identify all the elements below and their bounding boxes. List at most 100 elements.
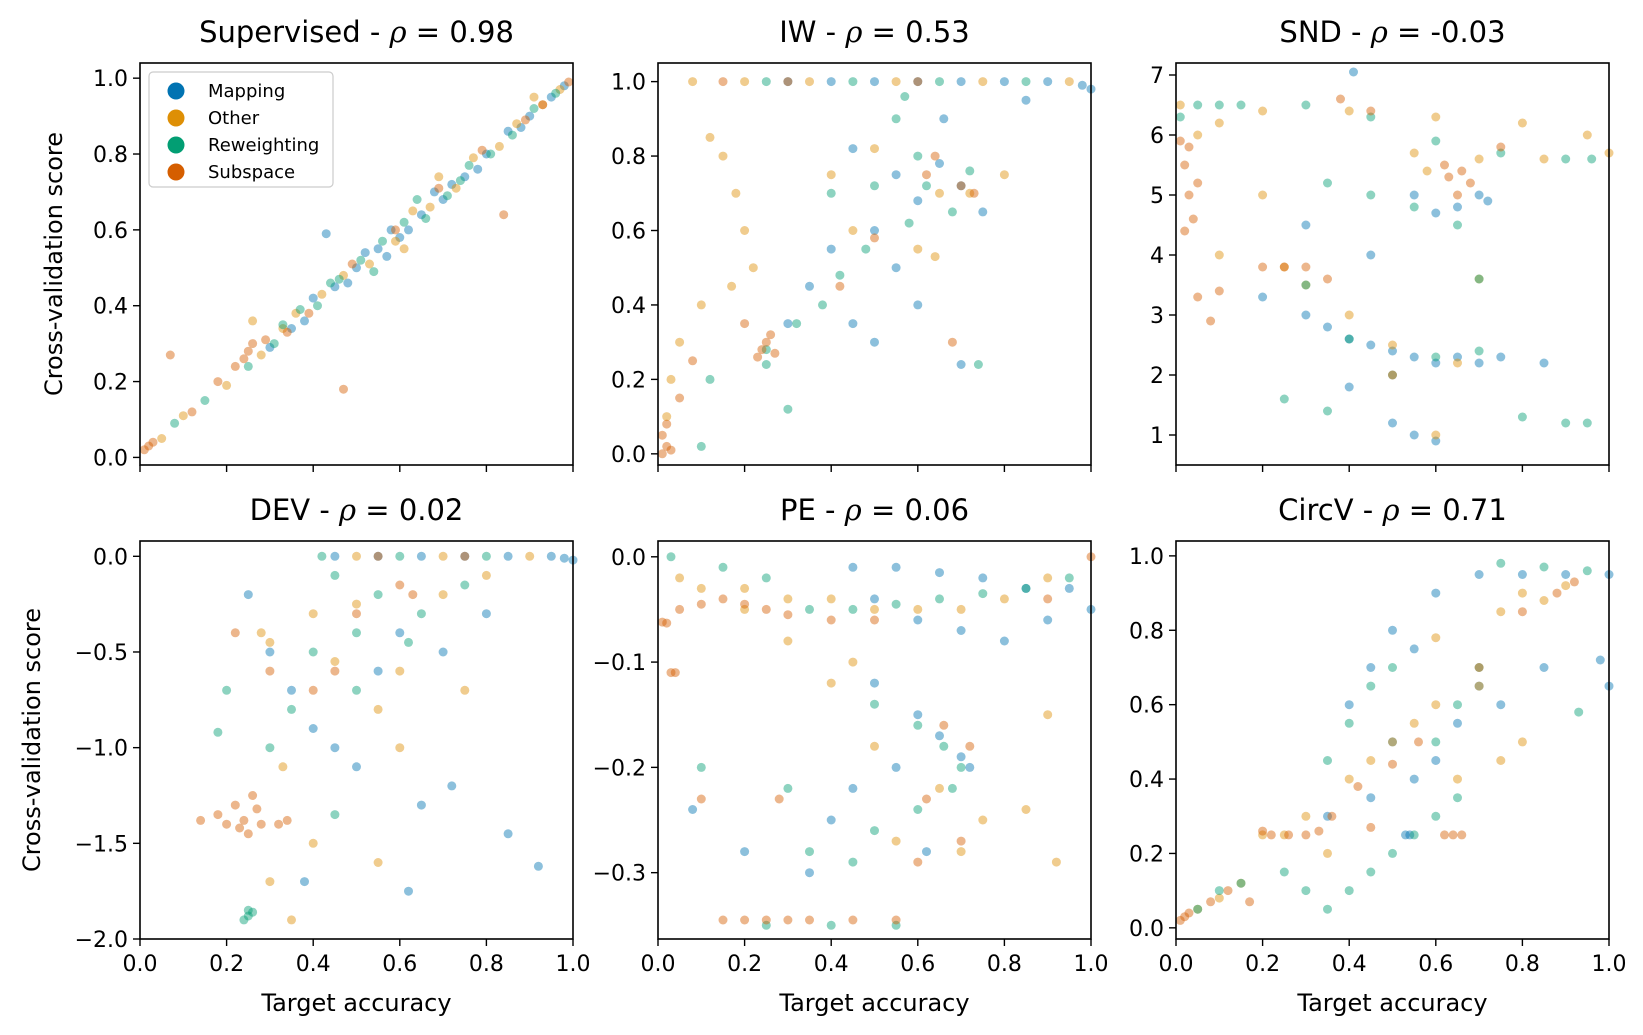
point-subspace	[761, 604, 771, 614]
point-reweighting	[243, 911, 253, 921]
point-subspace	[913, 77, 923, 87]
point-mapping	[287, 685, 296, 695]
point-subspace	[1353, 782, 1363, 791]
point-other	[1344, 774, 1354, 784]
point-subspace	[1193, 178, 1203, 188]
x-tick-label: 0.6	[1418, 952, 1453, 977]
point-reweighting	[870, 699, 879, 709]
point-other	[157, 434, 167, 443]
point-other	[826, 170, 836, 180]
x-tick-label: 0.2	[209, 952, 244, 977]
point-other	[740, 583, 750, 593]
point-mapping	[826, 815, 836, 825]
point-reweighting	[1279, 867, 1289, 877]
point-other	[956, 604, 966, 614]
point-reweighting	[718, 562, 728, 572]
point-mapping	[978, 207, 988, 217]
point-reweighting	[1474, 274, 1484, 284]
point-other	[705, 132, 715, 142]
point-subspace	[1440, 830, 1449, 840]
point-reweighting	[1366, 112, 1376, 122]
point-other	[1409, 718, 1419, 728]
point-other	[848, 226, 858, 235]
y-tick-label: 0.4	[93, 295, 128, 320]
point-reweighting	[1366, 190, 1376, 200]
point-reweighting	[1301, 100, 1311, 110]
point-reweighting	[891, 920, 901, 930]
y-tick-label: 0.0	[93, 545, 128, 570]
point-other	[748, 263, 758, 273]
point-subspace	[870, 615, 879, 625]
title-prefix: DEV -	[250, 493, 339, 527]
point-reweighting	[1561, 154, 1571, 164]
y-tick-label: 0.0	[611, 443, 646, 468]
point-other	[740, 77, 750, 87]
point-subspace	[1266, 830, 1276, 840]
point-reweighting	[835, 270, 845, 280]
y-tick-label: 0.0	[1129, 917, 1164, 942]
y-tick-label: −0.2	[593, 756, 646, 781]
panel-title: PE - ρ = 0.06	[780, 493, 969, 527]
y-tick-label: 6	[1150, 124, 1164, 149]
point-subspace	[835, 281, 845, 291]
point-subspace	[930, 151, 940, 161]
point-mapping	[913, 77, 923, 87]
point-subspace	[718, 594, 728, 604]
point-mapping	[1021, 583, 1031, 593]
x-tick-label: 0.2	[1245, 952, 1280, 977]
legend: Mapping Other Reweighting Subspace	[148, 71, 334, 188]
point-reweighting	[239, 915, 249, 925]
point-other	[1258, 830, 1268, 840]
x-tick-label: 0.4	[814, 952, 849, 977]
point-other	[1431, 430, 1441, 440]
point-mapping	[956, 77, 966, 87]
point-mapping	[913, 196, 923, 206]
x-tick-label: 0.0	[1159, 952, 1194, 977]
panel-title: SND - ρ = -0.03	[1279, 15, 1505, 49]
point-other	[696, 300, 706, 310]
point-other	[1366, 756, 1376, 765]
y-tick-label: 7	[1150, 64, 1164, 89]
point-other	[438, 551, 448, 561]
point-subspace	[696, 599, 706, 609]
panel-supervised: 0.0 0.2 0.4 0.6 0.8 1.0 Supervised - ρ = 0.98 C…	[40, 15, 574, 472]
point-other	[352, 599, 361, 609]
point-reweighting	[373, 590, 383, 600]
point-subspace	[662, 618, 672, 628]
point-reweighting	[705, 374, 715, 384]
point-reweighting	[1388, 848, 1397, 858]
point-other	[438, 590, 448, 600]
point-reweighting	[334, 274, 344, 284]
point-reweighting	[1064, 573, 1074, 583]
point-reweighting	[792, 319, 802, 329]
point-mapping	[1561, 570, 1571, 579]
point-other	[978, 815, 988, 825]
y-tick-label: −0.1	[593, 651, 646, 676]
point-other	[1431, 633, 1441, 643]
point-other	[494, 141, 504, 151]
point-mapping	[1409, 430, 1419, 440]
point-other	[731, 188, 741, 198]
point-mapping	[783, 319, 793, 329]
point-mapping	[1431, 208, 1441, 218]
point-reweighting	[1453, 793, 1462, 803]
point-subspace	[1457, 166, 1467, 176]
point-reweighting	[826, 920, 836, 930]
axes-frame	[1175, 540, 1610, 940]
point-other	[1496, 607, 1506, 617]
point-reweighting	[356, 255, 366, 265]
point-subspace	[1180, 160, 1190, 170]
point-other	[1214, 250, 1224, 260]
x-tick-label: 0.0	[123, 952, 158, 977]
point-reweighting	[913, 151, 923, 161]
x-tick-label: 0.4	[1332, 952, 1367, 977]
point-mapping	[1409, 644, 1419, 654]
point-other	[1258, 106, 1268, 116]
point-reweighting	[1193, 100, 1203, 110]
point-mapping	[935, 568, 944, 578]
title-suffix: = -0.03	[1388, 15, 1506, 49]
point-other	[1517, 118, 1527, 128]
y-axis-label: Cross-validation score	[40, 132, 68, 396]
point-subspace	[670, 668, 680, 678]
point-subspace	[499, 210, 509, 220]
